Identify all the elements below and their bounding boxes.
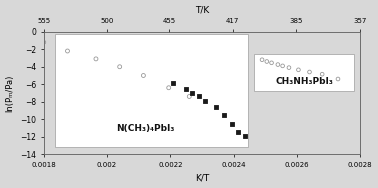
Point <box>170 82 177 85</box>
Point <box>183 88 189 91</box>
Point <box>189 92 195 95</box>
Point <box>213 105 219 108</box>
Point <box>307 70 313 74</box>
Point <box>229 122 235 125</box>
X-axis label: T/K: T/K <box>195 6 209 14</box>
Point <box>335 77 341 80</box>
Point <box>280 64 286 67</box>
X-axis label: K/T: K/T <box>195 174 209 182</box>
Text: N(CH₃)₄PbI₃: N(CH₃)₄PbI₃ <box>116 124 174 133</box>
Point <box>140 74 146 77</box>
Point <box>166 86 172 89</box>
Text: CH₃NH₃PbI₃: CH₃NH₃PbI₃ <box>276 77 334 86</box>
Bar <box>254 54 354 91</box>
Bar <box>55 34 248 147</box>
Point <box>202 99 208 102</box>
Point <box>275 63 281 66</box>
Point <box>319 73 325 76</box>
Point <box>41 41 47 44</box>
Point <box>235 130 241 133</box>
Point <box>93 57 99 60</box>
Point <box>268 61 274 64</box>
Point <box>117 65 123 68</box>
Point <box>259 58 265 61</box>
Point <box>196 95 202 98</box>
Point <box>264 60 270 63</box>
Point <box>186 95 192 98</box>
Point <box>296 68 302 71</box>
Y-axis label: ln(Pₘ/Pa): ln(Pₘ/Pa) <box>6 74 15 112</box>
Point <box>65 49 71 52</box>
Point <box>286 66 292 69</box>
Point <box>242 134 248 137</box>
Point <box>221 113 227 116</box>
